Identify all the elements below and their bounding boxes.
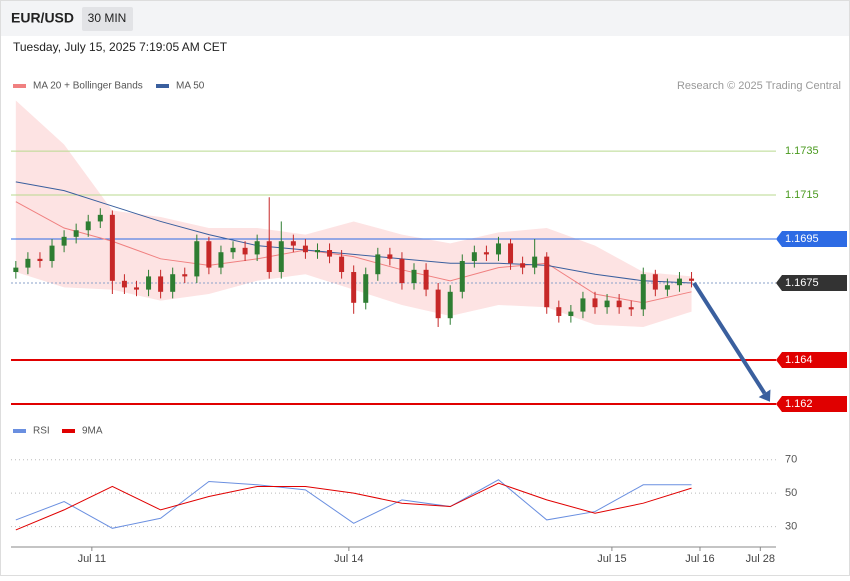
candle-body bbox=[182, 274, 188, 277]
legend-swatch bbox=[13, 84, 26, 88]
candle-body bbox=[85, 221, 91, 231]
interval-box[interactable] bbox=[82, 7, 133, 31]
forecast-arrowhead bbox=[758, 389, 771, 402]
credit: Research © 2025 Trading Central bbox=[677, 80, 841, 92]
x-tick-label: Jul 28 bbox=[746, 553, 775, 565]
candle-body bbox=[375, 254, 381, 275]
candle-body bbox=[49, 245, 55, 262]
level-label: 1.1675 bbox=[785, 277, 819, 289]
candle-body bbox=[133, 287, 139, 290]
candle-body bbox=[61, 236, 67, 246]
candle-body bbox=[266, 241, 272, 273]
candle-body bbox=[25, 258, 31, 268]
x-tick-label: Jul 14 bbox=[334, 553, 363, 565]
level-tag bbox=[776, 231, 847, 248]
candle-body bbox=[423, 269, 429, 290]
header-bar bbox=[1, 1, 849, 36]
candle-body bbox=[109, 214, 115, 281]
legend-label: MA 50 bbox=[176, 81, 205, 92]
candle-body bbox=[97, 214, 103, 222]
y-tick-label: 50 bbox=[785, 487, 797, 499]
candle-body bbox=[532, 256, 538, 268]
candle-body bbox=[254, 241, 260, 255]
candle-body bbox=[278, 241, 284, 273]
candle-body bbox=[339, 256, 345, 273]
candle-body bbox=[218, 252, 224, 268]
candle-body bbox=[616, 300, 622, 308]
symbol: EUR/USD bbox=[11, 10, 74, 26]
candle-body bbox=[411, 269, 417, 284]
candle-body bbox=[73, 230, 79, 237]
candle-body bbox=[471, 252, 477, 262]
level-label: 1.1715 bbox=[785, 189, 819, 201]
candle-body bbox=[689, 278, 695, 281]
x-tick-label: Jul 15 bbox=[597, 553, 626, 565]
candle-body bbox=[483, 252, 489, 255]
candle-body bbox=[242, 247, 248, 255]
candle-body bbox=[363, 274, 369, 303]
legend-swatch bbox=[13, 429, 26, 433]
candle-body bbox=[290, 241, 296, 246]
ma-line bbox=[15, 201, 692, 304]
candle-body bbox=[158, 276, 164, 292]
candle-body bbox=[520, 263, 526, 268]
legend-label: RSI bbox=[33, 426, 50, 437]
candle-body bbox=[544, 256, 550, 308]
timestamp: Tuesday, July 15, 2025 7:19:05 AM CET bbox=[13, 40, 228, 54]
candle-body bbox=[194, 241, 200, 277]
candle-body bbox=[146, 276, 152, 290]
candle-body bbox=[580, 298, 586, 312]
candle-body bbox=[556, 307, 562, 316]
x-tick-label: Jul 11 bbox=[78, 553, 107, 565]
indicator-line bbox=[15, 482, 692, 531]
price-panel: 1.1735 1.1715 1.1695 1.1675 1.164 1.162 MA 20 … bbox=[11, 81, 847, 412]
candle-body bbox=[302, 245, 308, 253]
candle-body bbox=[447, 291, 453, 319]
level-tag bbox=[776, 395, 847, 412]
level-label: 1.1695 bbox=[785, 233, 819, 245]
candle-body bbox=[121, 280, 127, 288]
y-tick-label: 70 bbox=[785, 454, 797, 466]
level-label: 1.1735 bbox=[785, 145, 819, 157]
ma-line bbox=[15, 181, 692, 284]
candle-body bbox=[230, 247, 236, 253]
level-tag bbox=[776, 275, 847, 292]
level-label: 1.164 bbox=[785, 354, 813, 366]
legend-swatch bbox=[62, 429, 75, 433]
candle-body bbox=[652, 274, 658, 290]
candle-body bbox=[314, 250, 320, 253]
candle-body bbox=[640, 274, 646, 310]
candle-body bbox=[604, 300, 610, 308]
candle-body bbox=[664, 285, 670, 290]
candle-body bbox=[435, 289, 441, 319]
legend-label: MA 20 + Bollinger Bands bbox=[33, 81, 143, 92]
candle-body bbox=[170, 274, 176, 292]
candle-body bbox=[495, 243, 501, 255]
candle-body bbox=[459, 261, 465, 292]
candle-body bbox=[399, 258, 405, 284]
candle-body bbox=[568, 311, 574, 316]
candle-body bbox=[206, 241, 212, 268]
y-tick-label: 30 bbox=[785, 521, 797, 533]
x-tick-label: Jul 16 bbox=[685, 553, 714, 565]
legend-label: 9MA bbox=[82, 426, 103, 437]
candle-body bbox=[592, 298, 598, 308]
forecast-arrow bbox=[692, 281, 767, 395]
rsi-panel: 30 50 70 RSI 9MA Jul 11 Jul 14 Jul 15 Jul 16 Jul … bbox=[11, 426, 797, 565]
candle-body bbox=[37, 258, 43, 262]
indicator-line bbox=[15, 479, 692, 529]
candle-body bbox=[387, 254, 393, 259]
legend-swatch bbox=[156, 84, 169, 88]
candle-body bbox=[628, 307, 634, 310]
level-label: 1.162 bbox=[785, 398, 813, 410]
interval[interactable]: 30 MIN bbox=[88, 11, 127, 25]
candle-body bbox=[676, 278, 682, 286]
candle-body bbox=[508, 243, 514, 264]
candle-body bbox=[13, 267, 19, 273]
candle-body bbox=[351, 272, 357, 303]
level-tag bbox=[776, 351, 847, 368]
candle-body bbox=[327, 250, 333, 257]
